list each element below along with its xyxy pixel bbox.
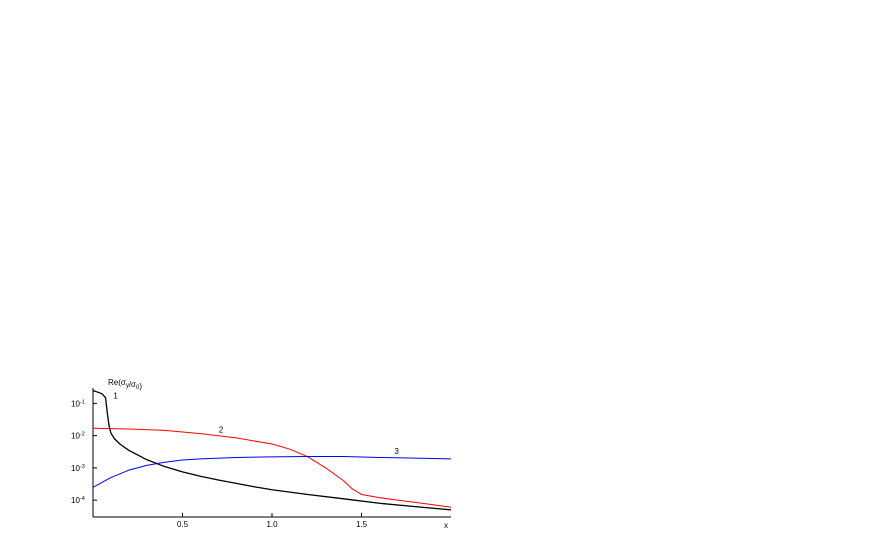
series-layer [92,389,452,511]
series-labels: 1 2 3 [113,392,399,456]
series-line-2 [92,427,452,508]
y-tick-label: 10-4 [71,496,85,505]
x-axis-ticks: 0.5 1.0 1.5 [177,513,368,529]
series-label-1: 1 [113,392,118,401]
y-axis-ticks: 10-1 10-2 10-3 10-4 [71,399,97,505]
series-label-3: 3 [394,447,399,456]
x-tick-label: 1.0 [266,520,278,529]
series-line-1 [92,389,452,511]
series-label-2: 2 [219,425,224,434]
y-tick-label: 10-1 [71,399,85,408]
x-axis-label: x [444,521,448,530]
y-tick-label: 10-3 [71,464,85,473]
series-line-3 [92,456,452,488]
y-axis-label: Re(σy/σ0) [108,378,142,391]
x-tick-label: 1.5 [356,520,368,529]
x-tick-label: 0.5 [177,520,189,529]
y-tick-label: 10-2 [71,432,85,441]
